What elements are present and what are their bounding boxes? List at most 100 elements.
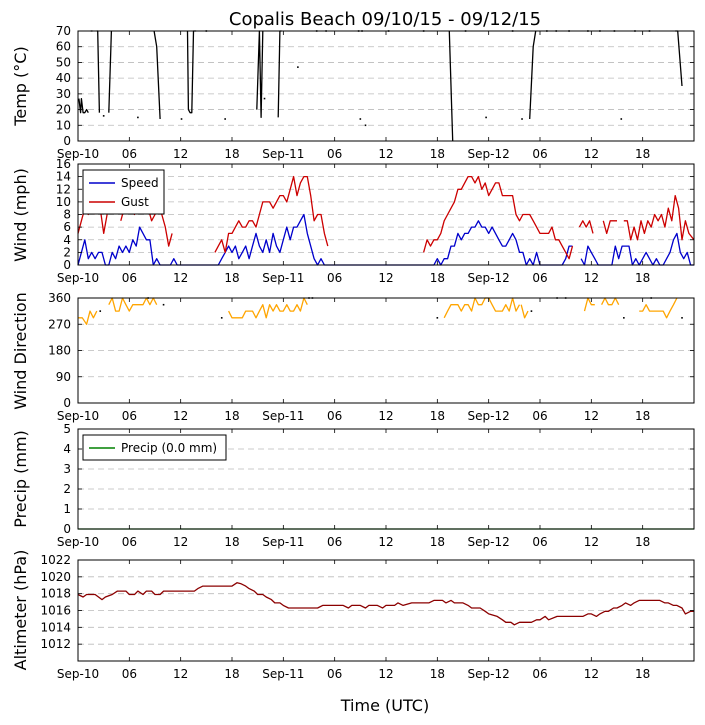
x-tick-label-temp: Sep-11	[262, 147, 304, 161]
x-tick-label-temp: Sep-12	[468, 147, 510, 161]
x-tick-label-direction: 12	[584, 409, 599, 423]
x-tick-label-temp: 12	[584, 147, 599, 161]
y-tick-label-temp: 20	[56, 103, 71, 117]
x-tick-label-temp: 18	[224, 147, 239, 161]
data-point-temp	[364, 124, 367, 127]
y-tick-label-precip: 5	[63, 422, 71, 436]
y-tick-label-wind: 6	[63, 220, 71, 234]
y-tick-label-wind: 4	[63, 233, 71, 247]
x-tick-label-precip: 06	[532, 535, 547, 549]
x-tick-label-direction: 18	[430, 409, 445, 423]
series-line-temp	[186, 30, 197, 114]
series-line-temp	[529, 30, 537, 120]
y-tick-label-precip: 1	[63, 502, 71, 516]
data-point-temp	[224, 118, 226, 120]
x-tick-label-direction: 18	[224, 409, 239, 423]
series-line-temp	[256, 30, 264, 119]
series-line-altimeter	[77, 582, 694, 626]
y-tick-label-direction: 270	[48, 317, 71, 331]
data-point-direction	[681, 317, 683, 319]
data-point-temp	[263, 97, 266, 100]
data-point-temp	[359, 118, 362, 120]
data-point-temp	[102, 115, 105, 117]
y-tick-label-temp: 10	[56, 118, 71, 132]
x-tick-label-altimeter: 12	[584, 667, 599, 681]
series-line-temp	[153, 30, 161, 120]
x-tick-label-direction: Sep-11	[262, 409, 304, 423]
y-tick-label-wind: 2	[63, 245, 71, 259]
x-tick-label-wind: 12	[173, 271, 188, 285]
data-point-direction	[530, 310, 533, 312]
y-tick-label-precip: 2	[63, 482, 71, 496]
x-tick-label-wind: 06	[327, 271, 342, 285]
legend-label-precip: Precip (0.0 mm)	[121, 441, 217, 455]
x-tick-label-precip: 12	[173, 535, 188, 549]
data-point-temp	[521, 118, 523, 120]
x-tick-label-direction: Sep-10	[57, 409, 99, 423]
y-tick-label-temp: 40	[56, 71, 71, 85]
x-tick-label-direction: 06	[532, 409, 547, 423]
series-line-direction	[601, 297, 620, 306]
x-tick-label-altimeter: 12	[173, 667, 188, 681]
x-tick-label-altimeter: Sep-12	[468, 667, 510, 681]
x-axis-label: Time (UTC)	[340, 696, 429, 715]
x-tick-label-precip: Sep-10	[57, 535, 99, 549]
x-tick-label-wind: Sep-10	[57, 271, 99, 285]
series-line-gust	[578, 220, 594, 234]
y-tick-label-altimeter: 1022	[40, 553, 71, 567]
y-tick-label-wind: 16	[56, 157, 71, 171]
x-tick-label-altimeter: 06	[532, 667, 547, 681]
series-line-temp	[96, 30, 101, 113]
x-tick-label-precip: 18	[224, 535, 239, 549]
y-tick-label-direction: 180	[48, 344, 71, 358]
x-tick-label-temp: 12	[378, 147, 393, 161]
x-tick-label-precip: 06	[122, 535, 137, 549]
y-axis-label-precip: Precip (mm)	[11, 430, 30, 528]
data-point-direction	[162, 303, 165, 306]
y-tick-label-temp: 0	[63, 134, 71, 148]
data-point-direction	[623, 317, 625, 319]
data-point-direction	[436, 317, 439, 319]
y-tick-label-wind: 0	[63, 258, 71, 272]
x-tick-label-altimeter: 06	[122, 667, 137, 681]
series-line-direction	[520, 304, 529, 319]
y-tick-label-wind: 14	[56, 170, 71, 184]
y-axis-label-temp: Temp (°C)	[11, 46, 30, 126]
x-tick-label-precip: Sep-12	[468, 535, 510, 549]
x-tick-label-wind: 12	[378, 271, 393, 285]
x-tick-label-precip: 06	[327, 535, 342, 549]
y-tick-label-altimeter: 1014	[40, 620, 71, 634]
x-tick-label-temp: 06	[532, 147, 547, 161]
data-point-direction	[99, 310, 102, 312]
x-tick-label-temp: Sep-10	[57, 147, 99, 161]
x-tick-label-wind: 18	[635, 271, 650, 285]
series-line-speed	[77, 213, 573, 266]
y-axis-label-altimeter: Altimeter (hPa)	[11, 550, 30, 671]
x-tick-label-altimeter: 18	[224, 667, 239, 681]
x-tick-label-wind: 06	[532, 271, 547, 285]
y-tick-label-precip: 4	[63, 442, 71, 456]
series-line-gust	[214, 175, 329, 254]
x-tick-label-temp: 06	[327, 147, 342, 161]
x-tick-label-precip: 18	[635, 535, 650, 549]
x-tick-label-altimeter: 12	[378, 667, 393, 681]
y-tick-label-altimeter: 1018	[40, 587, 71, 601]
legend-box-wind	[82, 169, 165, 215]
panel-direction: 0 90 180 270 360 Sep-10 06 12 18 Sep-11 06 12 18 Sep-…	[11, 291, 695, 423]
x-tick-label-precip: 12	[584, 535, 599, 549]
y-tick-label-temp: 60	[56, 40, 71, 54]
series-line-direction	[583, 297, 595, 312]
series-line-gust	[422, 175, 574, 260]
series-line-direction	[78, 310, 98, 325]
series-line-gust	[623, 194, 695, 241]
y-axis-label-wind: Wind (mph)	[11, 168, 30, 262]
x-tick-label-altimeter: Sep-11	[262, 667, 304, 681]
series-line-direction	[639, 297, 678, 319]
data-point-temp	[620, 118, 623, 120]
x-tick-label-temp: 18	[430, 147, 445, 161]
x-tick-label-direction: Sep-12	[468, 409, 510, 423]
series-line-temp	[448, 30, 454, 142]
x-tick-label-wind: 18	[430, 271, 445, 285]
